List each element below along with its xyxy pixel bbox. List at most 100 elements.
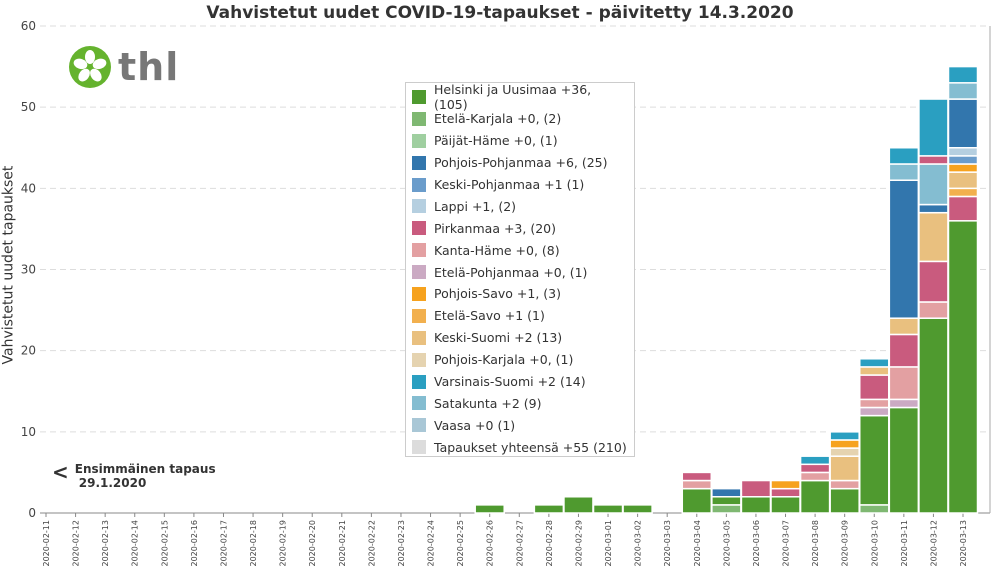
x-tick-label: 2020-02-22 bbox=[367, 520, 376, 567]
bar-segment bbox=[947, 171, 979, 190]
bar-segment bbox=[947, 195, 979, 222]
bar-segment bbox=[859, 374, 890, 401]
legend-label: Kanta-Häme +0, (8) bbox=[434, 242, 560, 258]
legend-item[interactable]: Pirkanmaa +3, (20) bbox=[412, 217, 628, 239]
bar-segment bbox=[681, 487, 713, 514]
bar-segment bbox=[947, 65, 979, 84]
bar-segment bbox=[918, 211, 949, 263]
legend-label: Keski-Pohjanmaa +1 (1) bbox=[434, 177, 585, 192]
x-tick-label: 2020-02-20 bbox=[308, 520, 317, 567]
bar-segment bbox=[711, 504, 742, 514]
bar-segment bbox=[947, 147, 979, 157]
legend-label: Päijät-Häme +0, (1) bbox=[434, 133, 558, 149]
x-tick-label: 2020-02-11 bbox=[42, 520, 51, 567]
legend-item[interactable]: Vaasa +0 (1) bbox=[412, 414, 628, 436]
y-tick-label: 50 bbox=[21, 100, 36, 114]
legend-swatch bbox=[412, 243, 426, 258]
legend-item[interactable]: Pohjois-Pohjanmaa +6, (25) bbox=[412, 152, 628, 174]
legend-swatch bbox=[412, 199, 426, 214]
legend-item[interactable]: Etelä-Karjala +0, (2) bbox=[412, 108, 628, 130]
legend-swatch bbox=[412, 265, 426, 280]
bar-segment bbox=[918, 260, 949, 303]
legend-item[interactable]: Etelä-Pohjanmaa +0, (1) bbox=[412, 261, 628, 283]
bar-segment bbox=[859, 406, 890, 417]
x-tick-label: 2020-03-08 bbox=[811, 520, 820, 567]
bar-segment bbox=[918, 317, 949, 514]
legend-item[interactable]: Päijät-Häme +0, (1) bbox=[412, 130, 628, 152]
thl-logo: thl bbox=[68, 45, 179, 89]
legend-swatch bbox=[412, 177, 426, 192]
bar-segment bbox=[770, 479, 801, 490]
bar-segment bbox=[829, 479, 860, 490]
legend-swatch bbox=[412, 308, 426, 323]
x-tick-label: 2020-03-13 bbox=[959, 520, 968, 567]
legend-label: Helsinki ja Uusimaa +36, (105) bbox=[434, 81, 592, 112]
x-tick-label: 2020-02-17 bbox=[219, 520, 228, 567]
x-tick-label: 2020-03-05 bbox=[722, 520, 731, 567]
legend-swatch bbox=[412, 440, 426, 455]
legend-item[interactable]: Satakunta +2 (9) bbox=[412, 392, 628, 414]
legend-label: Pirkanmaa +3, (20) bbox=[434, 220, 556, 236]
left-arrow-icon: < bbox=[52, 460, 69, 484]
x-tick-label: 2020-02-27 bbox=[515, 520, 524, 567]
x-tick-label: 2020-03-06 bbox=[752, 520, 761, 567]
legend-label: Pohjois-Pohjanmaa +6, (25) bbox=[434, 155, 608, 171]
bar-segment bbox=[947, 220, 979, 514]
legend-item[interactable]: Pohjois-Karjala +0, (1) bbox=[412, 349, 628, 371]
legend-swatch bbox=[412, 352, 426, 367]
bar-segment bbox=[533, 504, 565, 514]
chart-title: Vahvistetut uudet COVID-19-tapaukset - p… bbox=[206, 3, 794, 23]
y-tick-label: 40 bbox=[21, 181, 36, 195]
legend-item[interactable]: Keski-Suomi +2 (13) bbox=[412, 327, 628, 349]
bar-segment bbox=[947, 155, 979, 165]
bar-segment bbox=[918, 163, 949, 206]
y-tick-label: 20 bbox=[21, 344, 36, 358]
flower-logo-icon bbox=[69, 46, 111, 88]
bar-segment bbox=[888, 333, 920, 368]
bar-segment bbox=[918, 98, 949, 157]
legend-label: Pohjois-Savo +1, (3) bbox=[434, 286, 561, 302]
bar-segment bbox=[947, 187, 979, 198]
bar-segment bbox=[474, 504, 505, 514]
x-tick-label: 2020-02-24 bbox=[427, 520, 436, 567]
x-tick-label: 2020-02-19 bbox=[279, 520, 288, 567]
legend-item[interactable]: Helsinki ja Uusimaa +36, (105) bbox=[412, 82, 628, 112]
x-tick-label: 2020-02-28 bbox=[545, 520, 554, 567]
x-tick-label: 2020-02-25 bbox=[456, 520, 465, 567]
y-tick-label: 0 bbox=[28, 506, 36, 520]
legend-item[interactable]: Pohjois-Savo +1, (3) bbox=[412, 283, 628, 305]
legend-swatch bbox=[412, 330, 426, 345]
bar-segment bbox=[622, 504, 653, 514]
legend-swatch bbox=[412, 133, 426, 148]
bar-segment bbox=[770, 496, 801, 514]
bar-segment bbox=[740, 496, 772, 514]
bar-segment bbox=[947, 98, 979, 149]
x-tick-label: 2020-02-18 bbox=[249, 520, 258, 567]
bar-segment bbox=[711, 496, 742, 506]
legend-label: Etelä-Karjala +0, (2) bbox=[434, 111, 562, 127]
legend-label: Vaasa +0 (1) bbox=[434, 417, 516, 433]
bar-segment bbox=[918, 203, 949, 214]
legend-label: Varsinais-Suomi +2 (14) bbox=[434, 374, 586, 390]
legend-item[interactable]: Varsinais-Suomi +2 (14) bbox=[412, 371, 628, 393]
x-tick-label: 2020-03-01 bbox=[604, 520, 613, 567]
bar-segment bbox=[947, 82, 979, 100]
x-tick-label: 2020-03-04 bbox=[693, 520, 702, 567]
legend-label: Etelä-Pohjanmaa +0, (1) bbox=[434, 264, 588, 280]
x-tick-label: 2020-03-09 bbox=[841, 520, 850, 567]
legend-item[interactable]: Keski-Pohjanmaa +1 (1) bbox=[412, 174, 628, 196]
legend-label: Pohjois-Karjala +0, (1) bbox=[434, 352, 574, 368]
x-tick-label: 2020-02-26 bbox=[486, 520, 495, 567]
legend-item[interactable]: Kanta-Häme +0, (8) bbox=[412, 239, 628, 261]
legend-item[interactable]: Etelä-Savo +1 (1) bbox=[412, 305, 628, 327]
bar-segment bbox=[888, 406, 920, 514]
legend-item[interactable]: Tapaukset yhteensä +55 (210) bbox=[412, 436, 628, 458]
bar-segment bbox=[711, 487, 742, 498]
legend-swatch bbox=[412, 155, 426, 170]
bar-segment bbox=[888, 398, 920, 409]
legend-label: Satakunta +2 (9) bbox=[434, 395, 542, 411]
legend-item[interactable]: Lappi +1, (2) bbox=[412, 195, 628, 217]
bar-segment bbox=[859, 366, 890, 376]
bar-segment bbox=[681, 471, 713, 482]
legend-label: Tapaukset yhteensä +55 (210) bbox=[434, 439, 627, 455]
